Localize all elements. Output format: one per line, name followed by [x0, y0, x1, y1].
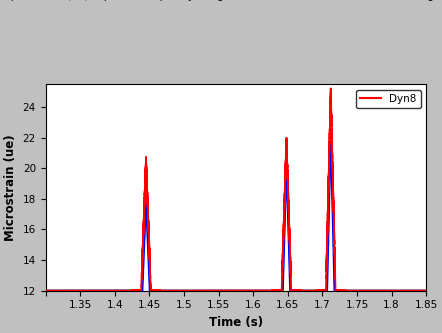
Legend: Dyn8: Dyn8: [356, 90, 421, 108]
X-axis label: Time (s): Time (s): [209, 316, 263, 329]
Y-axis label: Microstrain (ue): Microstrain (ue): [4, 134, 17, 241]
Text: 390201 J1A Run27
Normalized rawtrace in red
Moving Median (MM): Time Window: 20 : 390201 J1A Run27 Normalized rawtrace in …: [0, 0, 442, 1]
